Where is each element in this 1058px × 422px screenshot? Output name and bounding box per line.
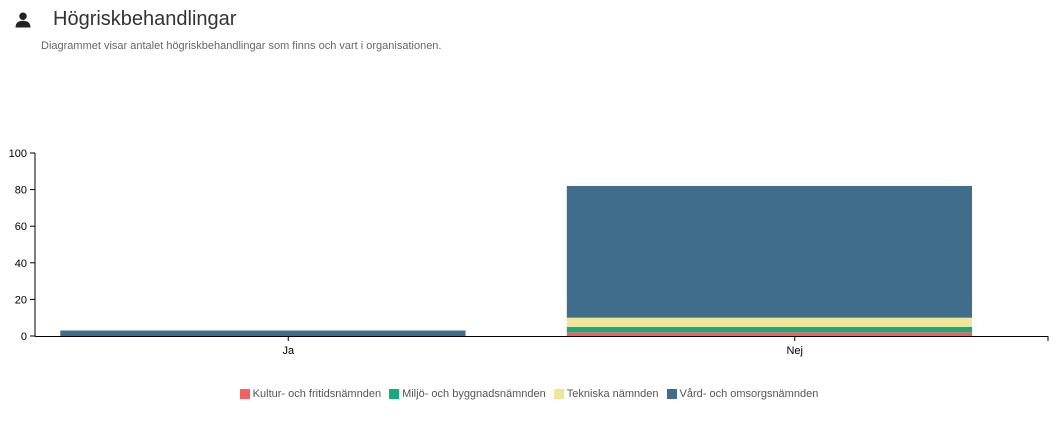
- legend-label: Miljö- och byggnadsnämnden: [402, 388, 546, 400]
- bar-segment: [566, 317, 973, 327]
- bar-segment: [566, 332, 973, 336]
- chart-title: Högriskbehandlingar: [53, 8, 237, 30]
- y-tick-label: 40: [15, 258, 27, 270]
- legend-label: Kultur- och fritidsnämnden: [252, 388, 382, 400]
- bar-segment: [60, 330, 466, 336]
- legend-swatch: [239, 389, 250, 399]
- bar-chart: 0 20 40 60 80 100 Ja Nej: [9, 148, 1049, 357]
- legend-item[interactable]: Tekniska nämnden: [553, 388, 659, 400]
- y-tick-label: 60: [15, 221, 27, 233]
- person-icon: [15, 12, 31, 27]
- x-tick-label: Ja: [282, 345, 295, 357]
- legend-label: Tekniska nämnden: [566, 388, 659, 400]
- legend-label: Vård- och omsorgsnämnden: [679, 388, 819, 400]
- y-tick-label: 80: [15, 185, 27, 197]
- y-tick-label: 100: [9, 148, 27, 160]
- legend-item[interactable]: Vård- och omsorgsnämnden: [666, 388, 819, 400]
- legend-swatch: [389, 389, 400, 399]
- chart-header: Högriskbehandlingar: [14, 8, 236, 31]
- chart-legend: Kultur- och fritidsnämnden Miljö- och byg…: [0, 388, 1058, 400]
- legend-swatch: [553, 389, 564, 399]
- y-tick-label: 0: [21, 331, 27, 343]
- y-tick-label: 20: [15, 294, 27, 306]
- legend-item[interactable]: Kultur- och fritidsnämnden: [239, 388, 382, 400]
- chart-subtitle: Diagrammet visar antalet högriskbehandli…: [41, 40, 442, 52]
- legend-swatch: [666, 389, 677, 399]
- legend-item[interactable]: Miljö- och byggnadsnämnden: [389, 388, 546, 400]
- bar-segment: [566, 185, 973, 318]
- bar-segment: [566, 326, 973, 333]
- x-tick-label: Nej: [786, 345, 803, 357]
